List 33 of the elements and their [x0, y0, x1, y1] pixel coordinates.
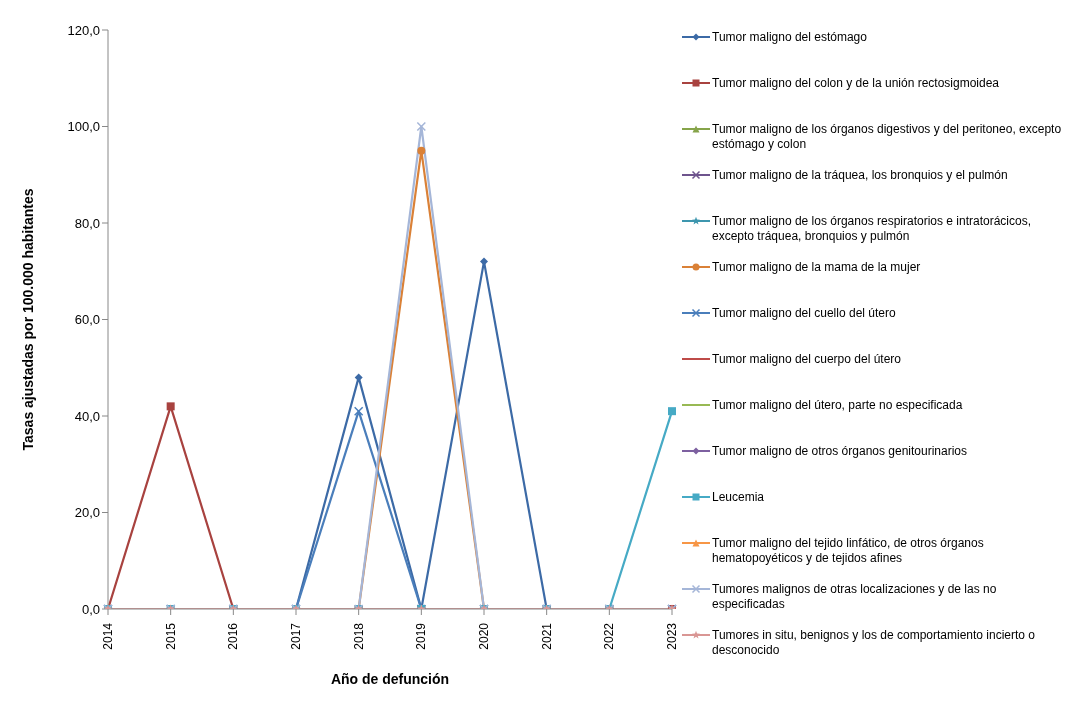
- x-tick-label: 2021: [539, 622, 554, 650]
- legend-label: Tumor maligno del cuerpo del útero: [712, 352, 901, 367]
- legend-label: Tumores in situ, benignos y los de comportamiento incierto o desconocido: [712, 628, 1037, 658]
- x-tick-label: 2020: [477, 622, 491, 650]
- y-tick-label: 60,0: [74, 312, 100, 328]
- legend-label: Tumor maligno de los órganos respiratorios e intratorácicos, excepto tráquea, bronquios y pulmón: [712, 214, 1033, 244]
- legend-label: Tumor maligno del estómago: [712, 30, 867, 45]
- y-tick-label: 80,0: [74, 215, 100, 231]
- legend-label: Tumor maligno de otros órganos genitourinarios: [712, 444, 968, 459]
- legend-label: Tumores malignos de otras localizaciones y de las no especificadas: [712, 582, 998, 612]
- legend-label: Tumor maligno de la mama de la mujer: [712, 260, 921, 275]
- x-tick-label: 2023: [665, 622, 679, 650]
- legend-label: Tumor maligno del tejido linfático, de otros órganos hematopoyéticos y de tejidos afines: [712, 536, 985, 566]
- y-tick-label: 100,0: [67, 119, 100, 135]
- y-axis-title: Tasas ajustadas por 100.000 habitantes: [19, 188, 36, 451]
- legend-label: Tumor maligno de los órganos digestivos y del peritoneo, excepto estómago y colon: [712, 122, 1062, 152]
- y-tick-label: 120,0: [67, 22, 100, 38]
- y-tick-label: 0,0: [81, 601, 100, 617]
- x-tick-label: 2017: [289, 622, 303, 650]
- x-tick-label: 2019: [414, 622, 429, 650]
- legend-label: Tumor maligno del útero, parte no especificada: [712, 398, 963, 413]
- x-tick-label: 2014: [101, 622, 115, 650]
- x-tick-label: 2015: [163, 622, 178, 650]
- legend-label: Tumor maligno del cuello del útero: [712, 306, 896, 321]
- legend-label: Tumor maligno de la tráquea, los bronquios y el pulmón: [712, 168, 1008, 183]
- x-axis-title: Año de defunción: [330, 671, 450, 687]
- legend-label: Leucemia: [712, 490, 765, 505]
- x-tick-label: 2018: [351, 622, 366, 650]
- y-tick-label: 40,0: [74, 408, 100, 424]
- x-tick-label: 2022: [602, 622, 617, 650]
- x-tick-label: 2016: [226, 622, 241, 650]
- legend-label: Tumor maligno del colon y de la unión rectosigmoidea: [712, 76, 1000, 91]
- y-tick-label: 20,0: [74, 505, 100, 521]
